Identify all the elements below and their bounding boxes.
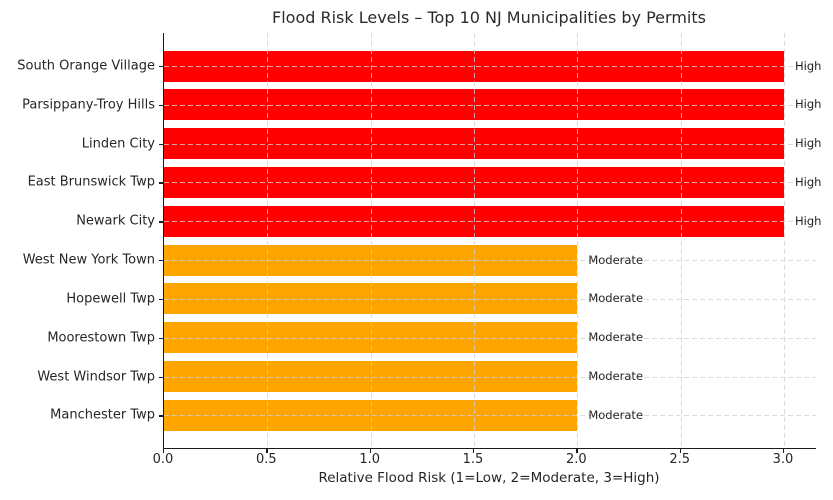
y-tick-label-newark-city: Newark City <box>76 213 155 229</box>
y-tick-label-west-windsor-twp: West Windsor Twp <box>37 369 155 385</box>
hgridline <box>164 260 816 262</box>
y-tick-mark <box>159 143 163 145</box>
x-tick-label-0.0: 0.0 <box>152 452 174 467</box>
vgridline <box>680 33 682 448</box>
y-tick-mark <box>159 221 163 223</box>
gridlines-layer <box>164 33 816 448</box>
x-tick-mark <box>266 449 268 454</box>
bar-label-south-orange-village: High <box>795 58 822 73</box>
bar-label-linden-city: High <box>795 136 822 151</box>
y-tick-mark <box>159 298 163 301</box>
chart-title: Flood Risk Levels – Top 10 NJ Municipali… <box>272 8 706 27</box>
vgridline <box>474 33 475 448</box>
vgridline <box>577 33 579 448</box>
x-axis-label: Relative Flood Risk (1=Low, 2=Moderate, … <box>318 470 660 486</box>
bar-label-manchester-twp: Moderate <box>588 407 644 422</box>
y-tick-mark <box>159 104 163 107</box>
vgridline <box>370 33 372 448</box>
bar-label-east-brunswick-twp: High <box>795 174 822 189</box>
x-tick-label-2.5: 2.5 <box>669 452 691 467</box>
hgridline <box>164 182 816 184</box>
hgridline <box>164 221 816 223</box>
bar-label-west-windsor-twp: Moderate <box>588 369 644 384</box>
bar-label-moorestown-twp: Moderate <box>588 330 644 345</box>
x-tick-label-3.0: 3.0 <box>772 452 794 467</box>
bar-label-hopewell-twp: Moderate <box>588 291 644 306</box>
x-tick-mark <box>473 449 475 454</box>
y-tick-mark <box>159 376 163 378</box>
hgridline <box>164 298 816 300</box>
x-tick-mark <box>783 449 785 454</box>
y-tick-mark <box>159 66 163 68</box>
annotations-layer: High High High High High Moderate Moderate Mode… <box>164 33 821 448</box>
vgridline <box>267 33 269 448</box>
bar-label-west-new-york-town: Moderate <box>588 252 644 267</box>
y-tick-label-east-brunswick-twp: East Brunswick Twp <box>27 174 155 190</box>
hgridline <box>164 415 816 417</box>
x-tick-mark <box>369 449 371 454</box>
y-tick-label-west-new-york-town: West New York Town <box>22 252 155 268</box>
x-tick-mark <box>576 449 578 454</box>
y-tick-label-south-orange-village: South Orange Village <box>17 58 155 74</box>
x-tick-mark <box>163 449 165 454</box>
bar-label-parsippany-troy-hills: High <box>795 97 822 112</box>
y-tick-mark <box>159 182 163 184</box>
hgridline <box>164 104 816 106</box>
hgridline <box>164 143 816 145</box>
y-tick-label-manchester-twp: Manchester Twp <box>50 407 155 423</box>
x-tick-mark <box>679 449 681 454</box>
bar-label-newark-city: High <box>795 213 822 228</box>
hgridline <box>164 376 816 378</box>
vgridline <box>784 33 785 448</box>
y-tick-label-hopewell-twp: Hopewell Twp <box>66 291 155 307</box>
y-tick-mark <box>159 337 163 340</box>
x-tick-label-2.0: 2.0 <box>565 452 587 467</box>
x-tick-label-1.5: 1.5 <box>462 452 484 467</box>
y-tick-mark <box>159 415 163 417</box>
hgridline <box>164 337 816 339</box>
hgridline <box>164 66 816 67</box>
y-tick-label-linden-city: Linden City <box>81 136 155 152</box>
x-tick-label-1.0: 1.0 <box>359 452 380 467</box>
y-tick-label-moorestown-twp: Moorestown Twp <box>47 330 155 346</box>
plot-area: High High High High High Moderate Moderate Mode… <box>163 33 821 449</box>
y-tick-mark <box>159 260 163 262</box>
y-tick-label-parsippany-troy-hills: Parsippany-Troy Hills <box>22 97 155 113</box>
x-tick-label-0.5: 0.5 <box>255 452 277 467</box>
